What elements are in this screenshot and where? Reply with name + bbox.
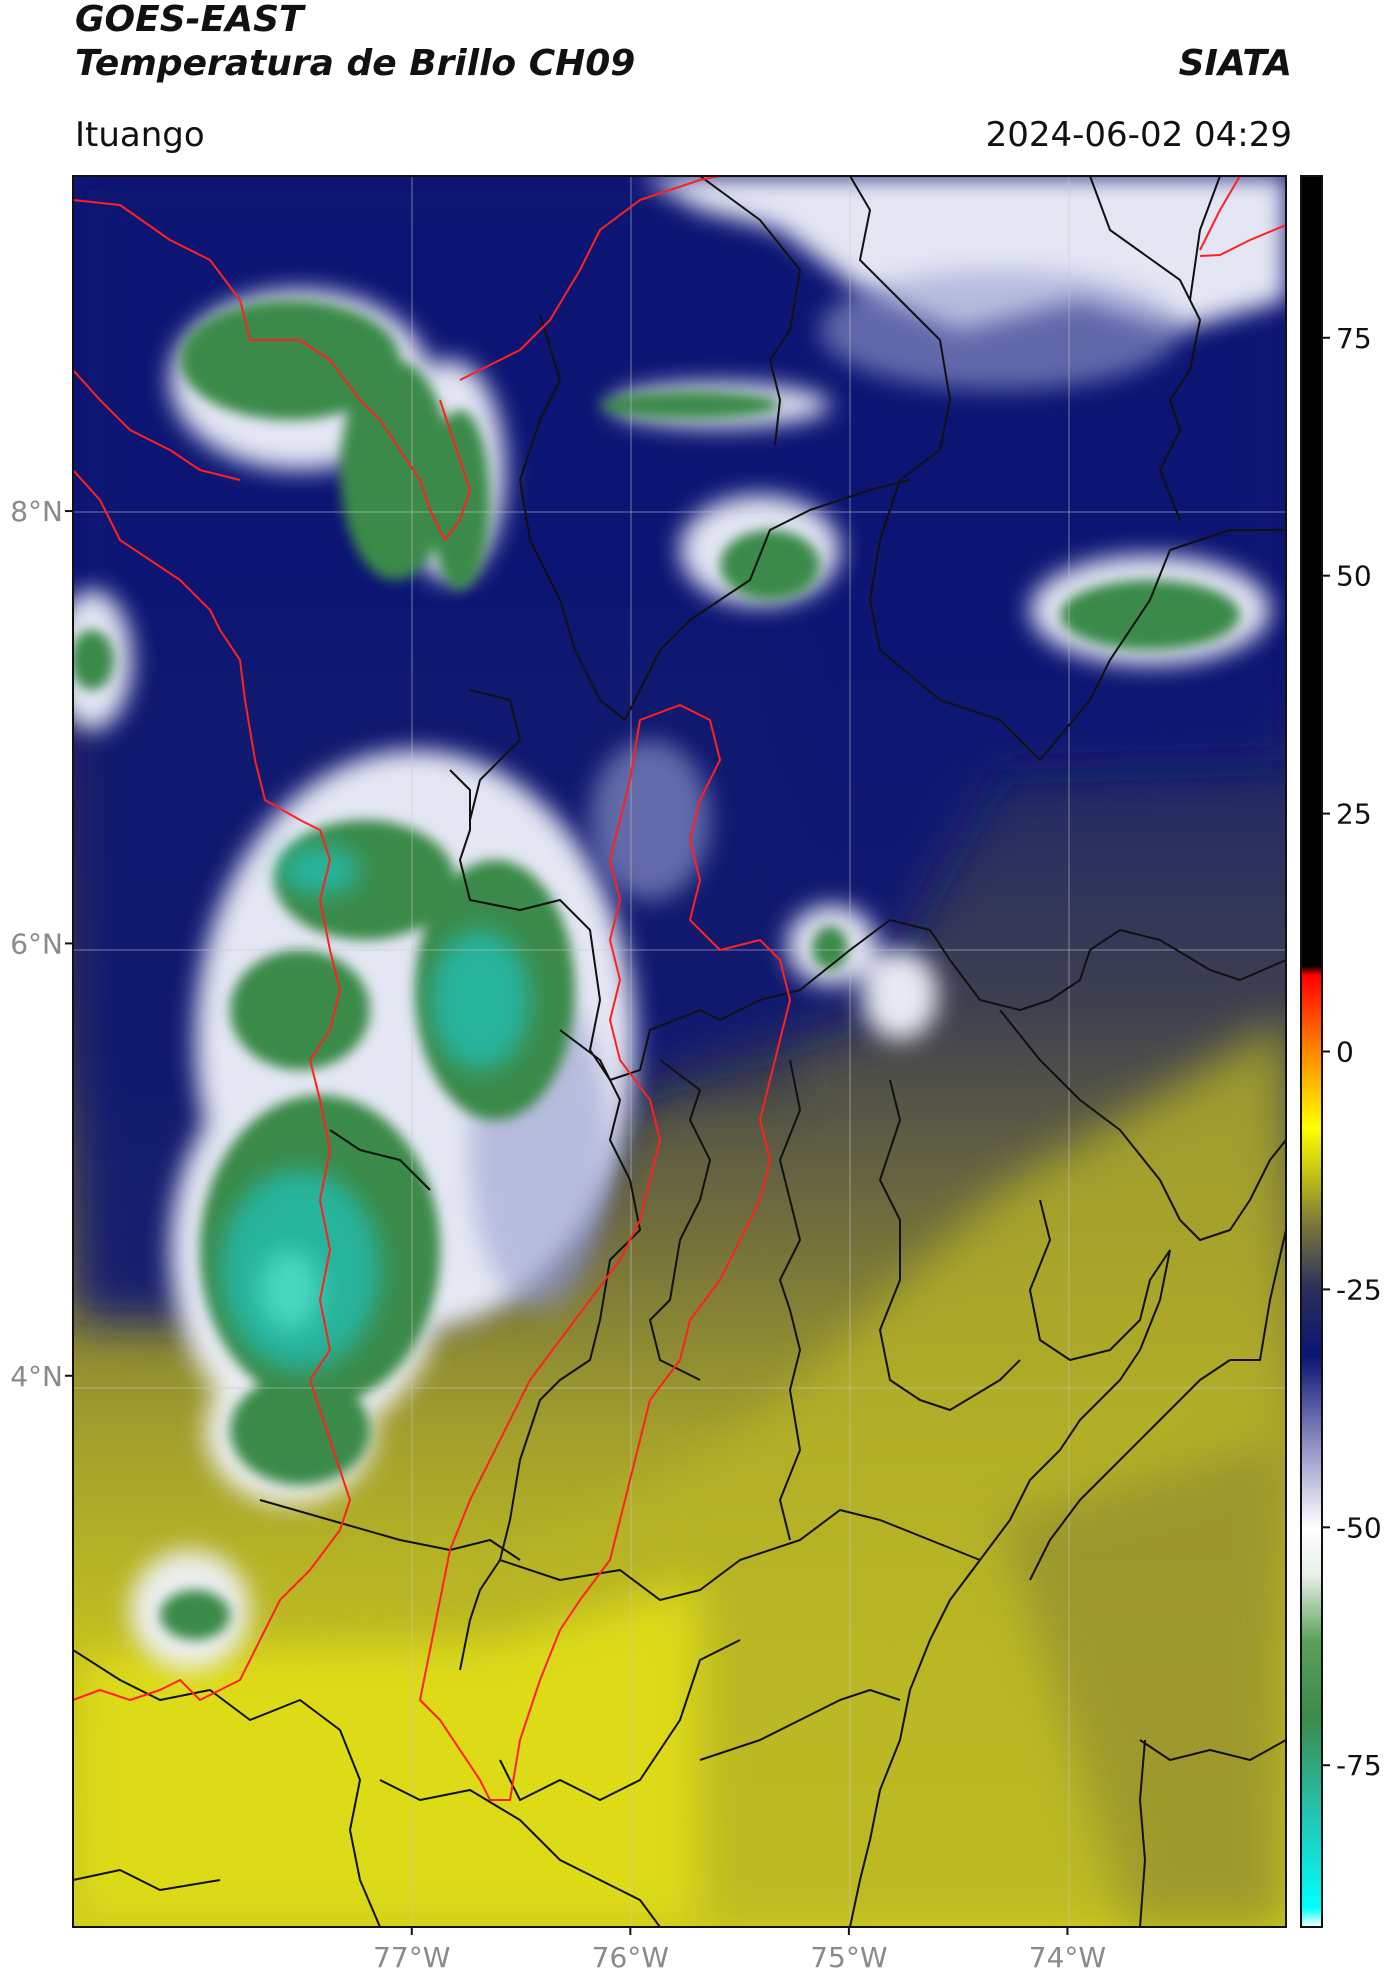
region-label: Ituango <box>75 115 205 155</box>
lat-tick-label: 6°N <box>10 927 63 960</box>
colorbar-scale <box>1300 175 1323 1928</box>
colorbar-tick-label: 25 <box>1336 798 1372 831</box>
graticule <box>73 176 1286 1927</box>
department-boundaries <box>73 176 1286 1927</box>
lat-tick-label: 4°N <box>10 1360 63 1393</box>
satellite-image <box>73 176 1286 1927</box>
lat-tick-label: 8°N <box>10 495 63 528</box>
lon-tick-label: 76°W <box>592 1941 669 1974</box>
lon-tick-label: 75°W <box>810 1941 887 1974</box>
map-frame <box>72 175 1287 1928</box>
colorbar-tick-label: 75 <box>1336 322 1372 355</box>
colorbar-tick-label: 0 <box>1336 1036 1354 1069</box>
colorbar: 75 50 25 0 -25 -50 -75 <box>1300 175 1382 1928</box>
product-title: GOES-EAST <box>75 0 304 40</box>
colorbar-tick-label: -75 <box>1336 1749 1382 1782</box>
timestamp-label: 2024-06-02 04:29 <box>985 115 1292 155</box>
colorbar-tick-label: -25 <box>1336 1273 1382 1306</box>
colorbar-ticks: 75 50 25 0 -25 -50 -75 <box>1322 322 1382 1782</box>
axis-ticks: 77°W 76°W 75°W 74°W 8°N 6°N 4°N <box>10 495 1106 1974</box>
coastline-boundaries <box>73 176 1286 1801</box>
colorbar-tick-label: -50 <box>1336 1511 1382 1544</box>
colorbar-tick-label: 50 <box>1336 560 1372 593</box>
lon-tick-label: 77°W <box>373 1941 450 1974</box>
brand-label: SIATA <box>1178 43 1292 84</box>
product-subtitle: Temperatura de Brillo CH09 <box>75 43 636 84</box>
lon-tick-label: 74°W <box>1029 1941 1106 1974</box>
